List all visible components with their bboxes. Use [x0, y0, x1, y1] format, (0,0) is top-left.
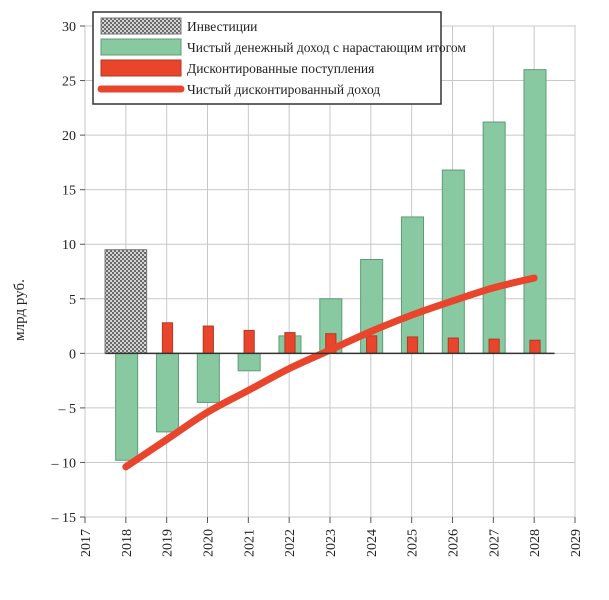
x-tick-label: 2024	[365, 529, 380, 557]
legend-label: Чистый дисконтированный доход	[187, 82, 380, 97]
y-tick-label: 0	[69, 347, 76, 362]
bar-cumulative	[441, 169, 465, 354]
x-tick-label: 2017	[79, 529, 94, 557]
y-axis-label: млрд руб.	[12, 279, 28, 341]
bar-cumulative	[155, 352, 180, 433]
legend-label: Инвестиции	[187, 19, 257, 34]
y-tick-label: 10	[62, 238, 76, 253]
x-tick-label: 2020	[202, 529, 217, 557]
bar-discounted	[529, 339, 541, 354]
x-tick-label: 2023	[324, 529, 339, 557]
y-tick-label: 25	[62, 75, 76, 90]
y-tick-label: 15	[62, 184, 76, 199]
bar-cumulative	[237, 352, 261, 372]
x-tick-label: 2028	[528, 529, 543, 557]
y-tick-label: 20	[62, 129, 76, 144]
legend: Инвестиции Чистый денежный доход с нараст…	[92, 11, 466, 105]
legend-label: Дисконтированные поступления	[187, 61, 374, 76]
x-tick-label: 2025	[406, 529, 421, 557]
bar-cumulative	[482, 121, 506, 354]
bar-cumulative	[523, 69, 547, 354]
x-tick-label: 2027	[487, 529, 502, 557]
bar-discounted	[202, 325, 214, 354]
axes: 2017 2018 2019 2020 2021 2022 2023 2024 2025 2026…	[51, 20, 585, 557]
bar-discounted	[406, 336, 419, 354]
bar-discounted	[161, 322, 174, 354]
x-tick-label: 2021	[242, 529, 257, 557]
legend-label: Чистый денежный доход с нарастающим итог…	[187, 40, 466, 55]
y-tick-label: – 5	[58, 402, 77, 417]
x-tick-label: 2018	[120, 529, 135, 557]
y-tick-label: 30	[62, 20, 76, 35]
y-tick-label: 5	[69, 293, 76, 308]
legend-swatch-investment	[100, 17, 182, 35]
x-tick-label: 2026	[447, 529, 462, 557]
bar-discounted	[447, 337, 459, 354]
y-tick-label: – 15	[51, 511, 77, 526]
legend-swatch-cumulative	[100, 38, 182, 56]
bar-discounted	[243, 329, 255, 354]
bar-cumulative	[400, 216, 425, 354]
bar-discounted	[284, 332, 296, 354]
bar-cumulative	[196, 352, 220, 403]
x-tick-label: 2019	[161, 529, 176, 557]
y-tick-label: – 10	[51, 456, 77, 471]
bars	[104, 69, 547, 461]
bar-discounted	[366, 335, 378, 354]
bar-discounted	[488, 338, 500, 354]
x-tick-label: 2022	[283, 529, 298, 557]
lines	[122, 274, 538, 471]
bar-investment	[104, 249, 148, 354]
x-tick-label: 2029	[569, 529, 584, 557]
legend-swatch-discounted	[100, 59, 182, 77]
bar-cumulative	[115, 352, 139, 461]
